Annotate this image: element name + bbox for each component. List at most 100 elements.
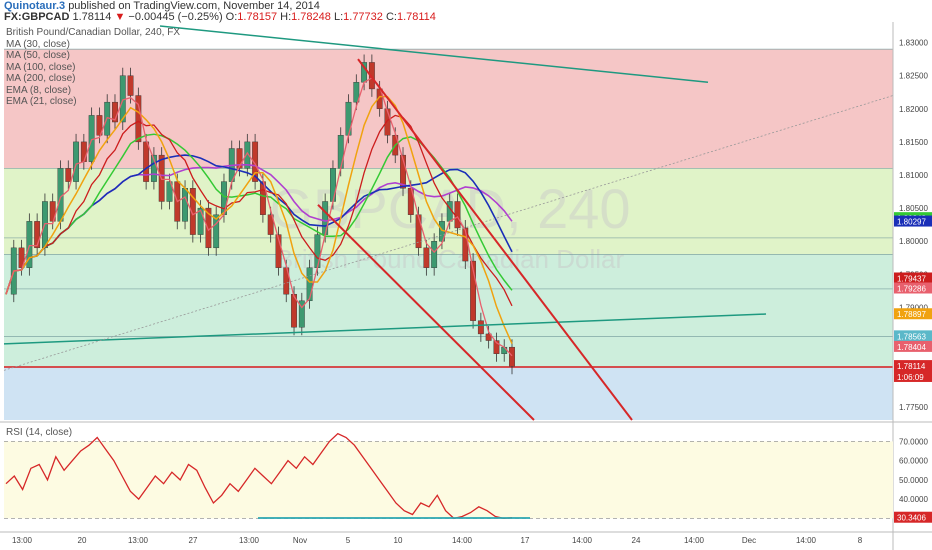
candle-body <box>337 135 344 169</box>
grid-layer <box>4 48 893 369</box>
price-tick-0: 1.83000 <box>899 39 928 48</box>
legend-item-ma100[interactable]: MA (100, close) <box>6 61 76 73</box>
time-tick-15: 8 <box>858 536 863 545</box>
legend-item-ma50[interactable]: MA (50, close) <box>6 50 70 61</box>
zone-2 <box>4 254 893 368</box>
zone-3 <box>4 367 893 420</box>
time-tick-2: 13:00 <box>128 536 149 545</box>
candle-body <box>96 115 103 136</box>
rsi-tick-2: 50.0000 <box>899 476 928 485</box>
lower-trendline <box>3 313 767 345</box>
candle <box>400 147 406 197</box>
legend-item-ma30[interactable]: MA (30, close) <box>6 38 70 50</box>
candle <box>26 213 33 276</box>
price-label-6: 1.78404 <box>894 340 932 352</box>
candle-body <box>454 201 461 229</box>
candle-body <box>423 247 430 268</box>
upper-trendline <box>159 25 709 84</box>
price-label-text: 1.80297 <box>897 218 926 227</box>
candle-body <box>150 154 157 182</box>
time-tick-7: 10 <box>394 536 403 545</box>
price-tick-8: 1.79000 <box>899 303 928 312</box>
change-arrow-icon: ▼ <box>114 11 126 23</box>
candle <box>368 54 375 97</box>
price-tick-5: 1.80500 <box>899 204 928 213</box>
price-label-bg <box>894 272 932 284</box>
candle <box>73 133 79 190</box>
candle-body <box>509 346 515 367</box>
candle-body <box>65 168 72 182</box>
candle-body <box>197 207 204 235</box>
candle <box>244 133 251 177</box>
price-label-bg <box>894 282 932 294</box>
price-axis[interactable]: 1.83000 1.82500 1.82000 1.81500 1.81000 1.805… <box>892 22 932 550</box>
price-tick-2: 1.82000 <box>899 105 928 114</box>
time-tick-0: 13:00 <box>12 536 33 545</box>
candle <box>150 147 157 190</box>
candle-body <box>189 188 196 235</box>
candle <box>384 100 391 144</box>
candle-body <box>415 214 422 249</box>
rsi-last-text: 30.3406 <box>897 514 926 523</box>
candle-body <box>26 221 33 268</box>
drawings-layer[interactable] <box>3 25 894 421</box>
price-label-text: 1.79286 <box>897 284 926 293</box>
channel-lower-line <box>317 204 535 421</box>
time-tick-12: 14:00 <box>684 536 705 545</box>
legend-item-ma200[interactable]: MA (200, close) <box>6 73 76 84</box>
last-price: 1.78114 <box>72 11 112 23</box>
candle <box>267 206 274 243</box>
price-chart[interactable]: GBPCAD, 240 British Pound/Canadian Dolla… <box>0 22 932 550</box>
candle-body <box>182 188 188 222</box>
legend-title[interactable]: British Pound/Canadian Dollar, 240, FX <box>6 27 180 38</box>
candle-body <box>306 267 313 302</box>
rsi-line <box>5 432 513 520</box>
price-label-3: 1.79286 <box>894 282 932 294</box>
time-tick-10: 14:00 <box>572 536 593 545</box>
price-label-text: 1.78897 <box>897 310 926 319</box>
candle <box>353 74 360 111</box>
legend-item-ema8[interactable]: EMA (8, close) <box>6 84 72 96</box>
time-tick-9: 17 <box>521 536 530 545</box>
price-tick-3: 1.81500 <box>899 138 928 147</box>
author-link[interactable]: Quinotaur.3 <box>4 0 66 12</box>
candle-body <box>18 247 25 268</box>
price-label-bg <box>894 360 932 372</box>
candle-body <box>493 340 500 354</box>
rsi-pane[interactable]: 70.0000 60.0000 50.0000 40.0000 30.3406 <box>0 421 932 523</box>
candle-body <box>477 320 484 335</box>
candle-body <box>127 75 134 96</box>
candle <box>306 259 313 309</box>
candle-body <box>221 181 227 215</box>
price-label-bg <box>894 308 932 320</box>
indicator-legend: British Pound/Canadian Dollar, 240, FX M… <box>6 27 180 108</box>
zones-layer <box>4 49 893 420</box>
candle-body <box>267 214 274 235</box>
rsi-title[interactable]: RSI (14, close) <box>6 427 73 438</box>
price-label-text: 1:06:09 <box>897 373 924 382</box>
candle-body <box>485 333 492 341</box>
rsi-tick-0: 70.0000 <box>899 437 928 446</box>
time-tick-1: 20 <box>78 536 87 545</box>
symbol-label[interactable]: FX:GBPCAD <box>4 11 70 23</box>
candle-body <box>330 168 336 202</box>
time-axis[interactable]: 13:00 20 13:00 27 13:00 Nov 5 10 14:00 17 14:00 24 1… <box>0 531 932 545</box>
candle-body <box>368 62 375 90</box>
time-tick-11: 24 <box>632 536 641 545</box>
zone-0 <box>4 49 893 169</box>
candle <box>423 239 430 276</box>
channel-upper-line <box>357 58 633 421</box>
candle <box>477 312 484 342</box>
legend-item-ema21[interactable]: EMA (21, close) <box>6 96 77 107</box>
candle-body <box>73 141 79 182</box>
candle-body <box>252 141 259 182</box>
rsi-last-bg <box>894 511 932 523</box>
candle <box>252 133 259 190</box>
candle <box>143 133 150 190</box>
candle <box>470 253 477 329</box>
price-label-text: 1.78114 <box>897 362 926 371</box>
rsi-tick-3: 40.0000 <box>899 495 928 504</box>
candle <box>275 226 282 276</box>
candle <box>197 200 204 243</box>
price-label-text: 1.79437 <box>897 274 926 283</box>
